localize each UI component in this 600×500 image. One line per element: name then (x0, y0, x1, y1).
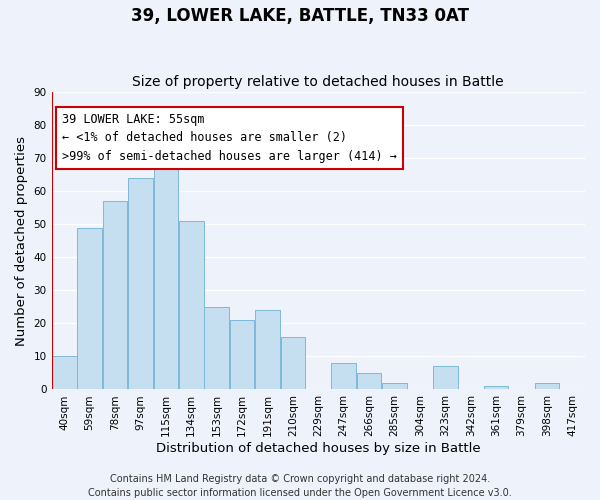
Bar (77, 228, 102, 390)
Bar (103, 201, 127, 390)
Bar (484, 386, 508, 390)
Bar (52, 356, 77, 390)
Bar (433, 366, 458, 390)
Text: Contains HM Land Registry data © Crown copyright and database right 2024.
Contai: Contains HM Land Registry data © Crown c… (88, 474, 512, 498)
Bar (255, 310, 280, 390)
Bar (357, 373, 382, 390)
X-axis label: Distribution of detached houses by size in Battle: Distribution of detached houses by size … (156, 442, 481, 455)
Bar (179, 221, 203, 390)
Bar (154, 152, 178, 390)
Bar (331, 363, 356, 390)
Bar (382, 383, 407, 390)
Bar (535, 383, 559, 390)
Bar (128, 178, 153, 390)
Y-axis label: Number of detached properties: Number of detached properties (15, 136, 28, 346)
Bar (281, 336, 305, 390)
Text: 39, LOWER LAKE, BATTLE, TN33 0AT: 39, LOWER LAKE, BATTLE, TN33 0AT (131, 8, 469, 26)
Bar (205, 307, 229, 390)
Title: Size of property relative to detached houses in Battle: Size of property relative to detached ho… (133, 76, 504, 90)
Bar (230, 320, 254, 390)
Text: 39 LOWER LAKE: 55sqm
← <1% of detached houses are smaller (2)
>99% of semi-detac: 39 LOWER LAKE: 55sqm ← <1% of detached h… (62, 113, 397, 163)
